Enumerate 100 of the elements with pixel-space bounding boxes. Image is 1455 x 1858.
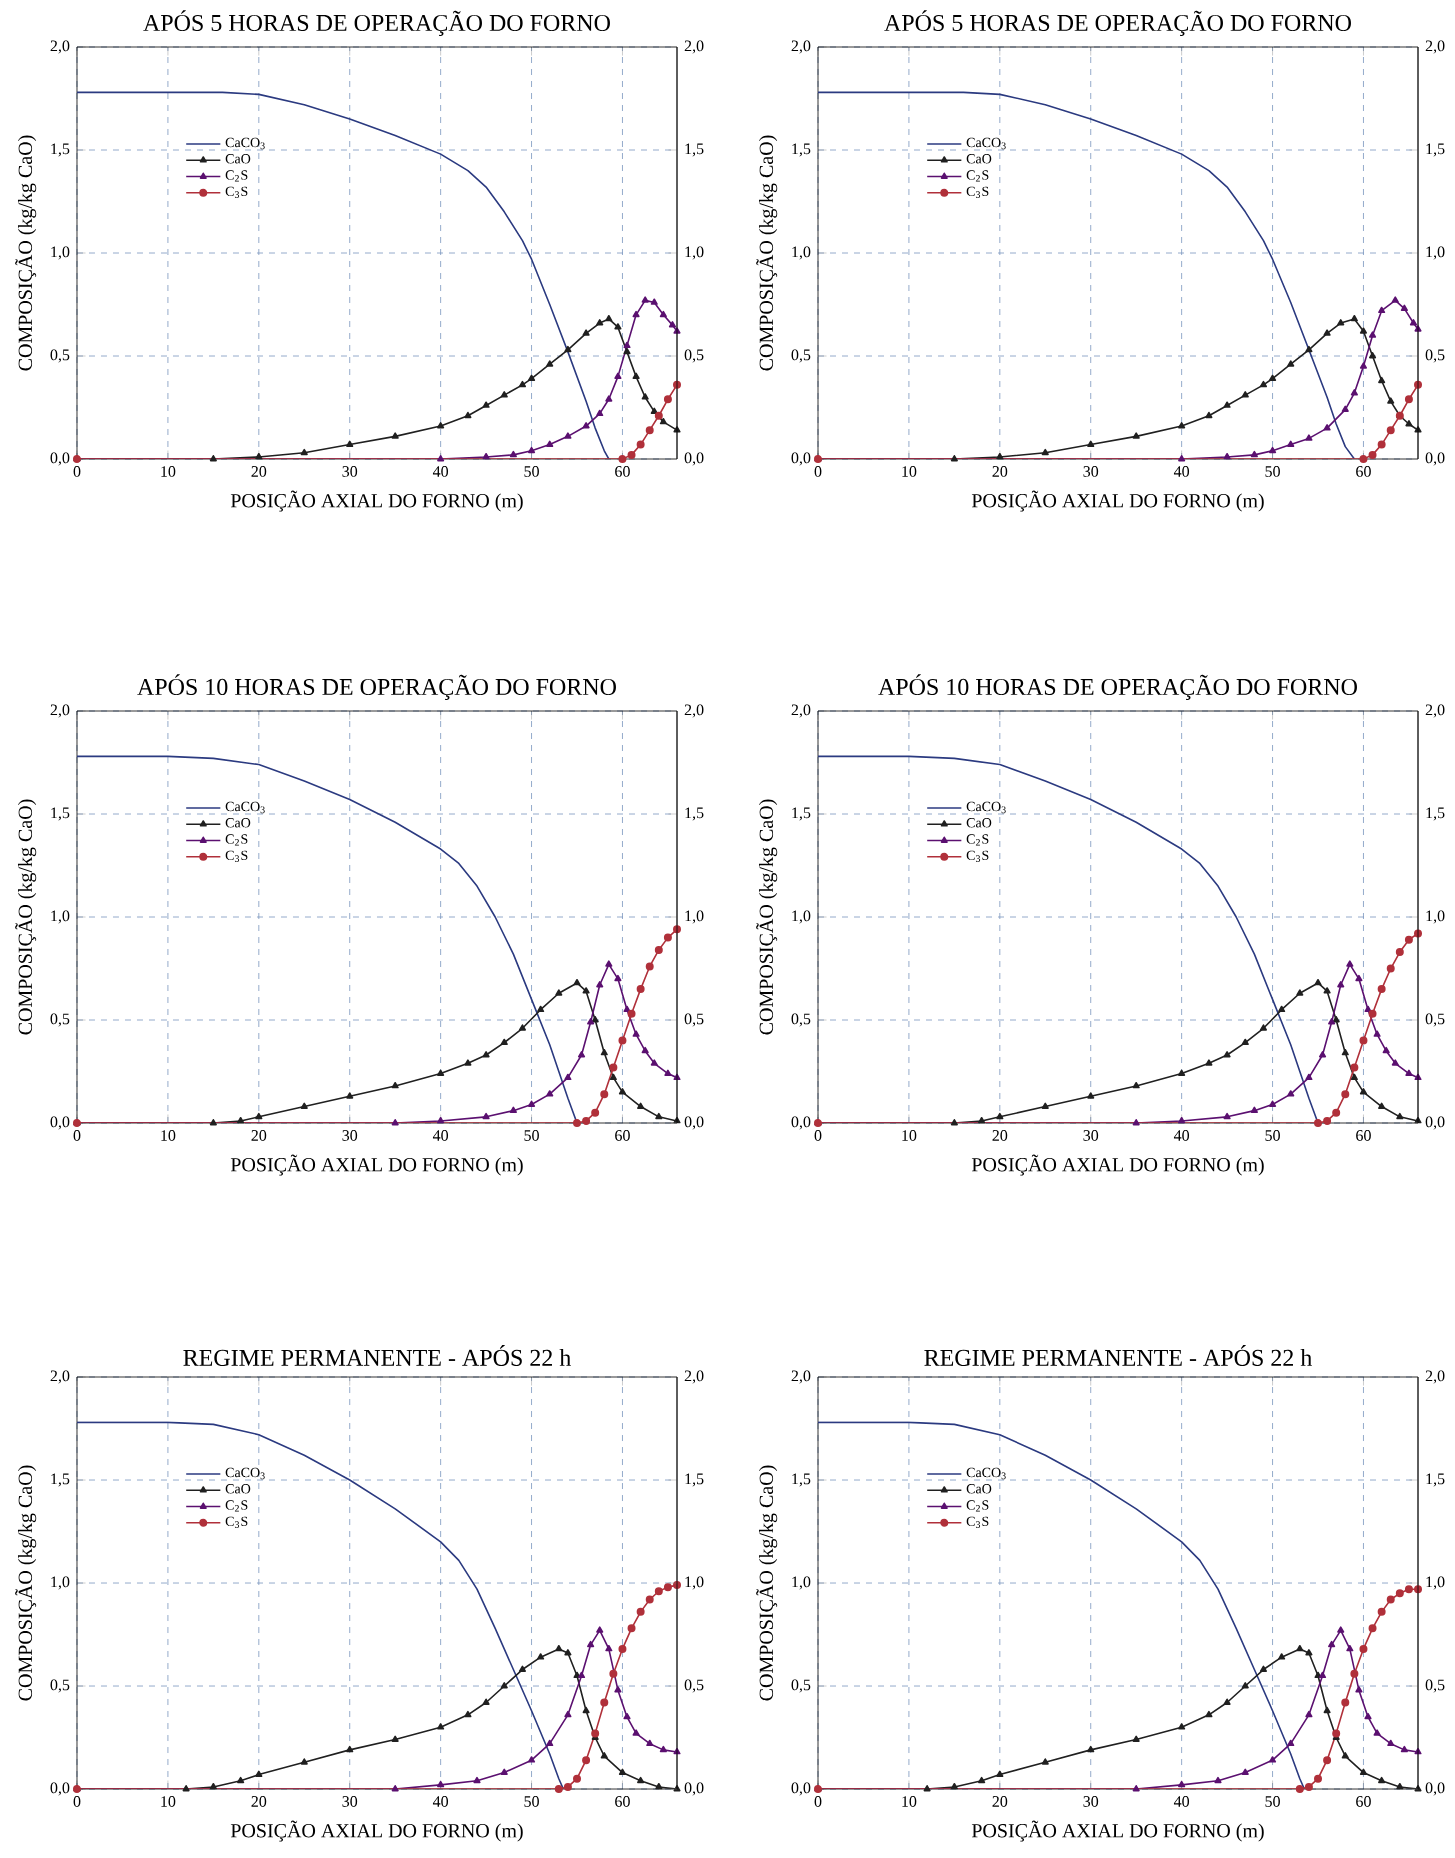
x-tick-label: 0: [73, 1130, 81, 1141]
chart-title: REGIME PERMANENTE - APÓS 22 h: [924, 1345, 1312, 1366]
x-tick-label: 60: [1356, 466, 1371, 477]
chart-title: APÓS 5 HORAS DE OPERAÇÃO DO FORNO: [143, 10, 610, 36]
y2-tick-label: 0,5: [1425, 1679, 1445, 1693]
legend-label: C$_{2}$S: [966, 1500, 989, 1512]
y2-tick-label: 2,0: [684, 704, 704, 718]
x-axis-title: POSIÇÃO AXIAL DO FORNO (m): [230, 490, 523, 512]
y-tick-label: 2,0: [50, 40, 70, 54]
y2-tick-label: 1,5: [1426, 807, 1445, 821]
y-axis-title: COMPOSIÇÃO (kg/kg CaO): [15, 135, 37, 371]
y2-tick-label: 0,0: [684, 1782, 704, 1796]
legend-label: CaO: [225, 154, 251, 164]
y-tick-label: 1,0: [792, 910, 811, 924]
legend-label: CaO: [966, 818, 992, 828]
y2-tick-label: 1,5: [1426, 143, 1445, 157]
y-tick-label: 1,0: [51, 1576, 70, 1590]
y-tick-label: 0,0: [791, 452, 811, 466]
y-tick-label: 1,5: [792, 143, 811, 157]
y2-tick-label: 2,0: [684, 1370, 704, 1384]
x-tick-label: 50: [1265, 466, 1280, 477]
y2-tick-label: 2,0: [1425, 704, 1445, 718]
x-tick-label: 30: [342, 466, 358, 477]
x-tick-label: 30: [1083, 1130, 1099, 1141]
x-tick-label: 0: [73, 466, 81, 477]
x-tick-label: 10: [902, 1130, 917, 1141]
legend-label: C$_{3}$S: [966, 850, 989, 862]
y-axis-title: COMPOSIÇÃO (kg/kg CaO): [15, 799, 37, 1035]
x-tick-label: 0: [814, 466, 822, 477]
x-tick-label: 60: [615, 1796, 630, 1807]
y-axis-title: COMPOSIÇÃO (kg/kg CaO): [15, 1465, 37, 1701]
x-axis-title: POSIÇÃO AXIAL DO FORNO (m): [971, 490, 1264, 512]
legend-label: CaCO$_{3}$: [225, 1467, 265, 1480]
y2-tick-label: 0,5: [1425, 349, 1445, 363]
y2-tick-label: 1,0: [685, 246, 704, 260]
y2-tick-label: 1,5: [685, 143, 704, 157]
x-tick-label: 60: [1356, 1130, 1371, 1141]
legend-label: CaO: [225, 818, 251, 828]
x-tick-label: 20: [992, 466, 1008, 477]
chart-title: APÓS 10 HORAS DE OPERAÇÃO DO FORNO: [878, 674, 1357, 700]
x-tick-label: 10: [902, 466, 917, 477]
y-tick-label: 1,0: [792, 1576, 811, 1590]
y2-tick-label: 0,0: [684, 452, 704, 466]
x-tick-label: 40: [432, 466, 449, 477]
y-tick-label: 1,5: [792, 1473, 811, 1487]
legend-label: CaCO$_{3}$: [966, 801, 1006, 814]
y2-tick-label: 2,0: [1425, 40, 1445, 54]
legend-label: CaCO$_{3}$: [225, 801, 265, 814]
y-tick-label: 0,5: [50, 349, 70, 363]
y2-tick-label: 0,5: [684, 349, 704, 363]
y-tick-label: 0,0: [791, 1782, 811, 1796]
y2-tick-label: 1,5: [1426, 1473, 1445, 1487]
legend-label: C$_{3}$S: [225, 850, 248, 862]
x-axis-title: POSIÇÃO AXIAL DO FORNO (m): [971, 1154, 1264, 1176]
x-tick-label: 30: [342, 1796, 358, 1807]
y2-tick-label: 0,5: [1425, 1013, 1445, 1027]
legend-label: CaO: [966, 154, 992, 164]
y-tick-label: 1,0: [51, 910, 70, 924]
y2-tick-label: 1,5: [685, 807, 704, 821]
y-tick-label: 0,0: [791, 1116, 811, 1130]
legend-label: CaO: [966, 1484, 992, 1494]
x-tick-label: 0: [814, 1130, 822, 1141]
y2-tick-label: 1,0: [1426, 910, 1445, 924]
y-tick-label: 1,5: [51, 1473, 70, 1487]
x-axis-title: POSIÇÃO AXIAL DO FORNO (m): [230, 1820, 523, 1842]
y-tick-label: 0,5: [791, 349, 811, 363]
legend-label: C$_{3}$S: [225, 1516, 248, 1528]
y-tick-label: 0,0: [50, 1782, 70, 1796]
x-tick-label: 40: [1173, 1130, 1190, 1141]
legend-label: CaCO$_{3}$: [966, 1467, 1006, 1480]
legend-label: C$_{3}$S: [966, 186, 989, 198]
x-tick-label: 10: [161, 466, 176, 477]
x-axis-title: POSIÇÃO AXIAL DO FORNO (m): [971, 1820, 1264, 1842]
x-tick-label: 60: [1356, 1796, 1371, 1807]
legend-label: C$_{3}$S: [225, 186, 248, 198]
legend-label: C$_{2}$S: [966, 170, 989, 182]
x-tick-label: 60: [615, 466, 630, 477]
x-tick-label: 10: [902, 1796, 917, 1807]
x-tick-label: 40: [1173, 1796, 1190, 1807]
y2-tick-label: 2,0: [1425, 1370, 1445, 1384]
x-tick-label: 40: [432, 1130, 449, 1141]
chart-title: APÓS 5 HORAS DE OPERAÇÃO DO FORNO: [884, 10, 1351, 36]
x-tick-label: 20: [992, 1130, 1008, 1141]
y-tick-label: 0,5: [50, 1013, 70, 1027]
y-tick-label: 2,0: [50, 1370, 70, 1384]
chart-title: REGIME PERMANENTE - APÓS 22 h: [183, 1345, 571, 1366]
x-tick-label: 50: [1265, 1796, 1280, 1807]
y2-tick-label: 2,0: [684, 40, 704, 54]
legend-label: C$_{2}$S: [225, 170, 248, 182]
x-tick-label: 30: [1083, 466, 1099, 477]
legend-label: CaO: [225, 1484, 251, 1494]
legend-label: C$_{2}$S: [966, 834, 989, 846]
y2-tick-label: 1,0: [685, 1576, 704, 1590]
y-tick-label: 1,5: [51, 143, 70, 157]
y-tick-label: 1,0: [51, 246, 70, 260]
x-tick-label: 20: [251, 466, 267, 477]
y2-tick-label: 0,0: [1425, 1116, 1445, 1130]
x-tick-label: 50: [524, 466, 539, 477]
y-tick-label: 2,0: [791, 1370, 811, 1384]
y-tick-label: 0,5: [50, 1679, 70, 1693]
